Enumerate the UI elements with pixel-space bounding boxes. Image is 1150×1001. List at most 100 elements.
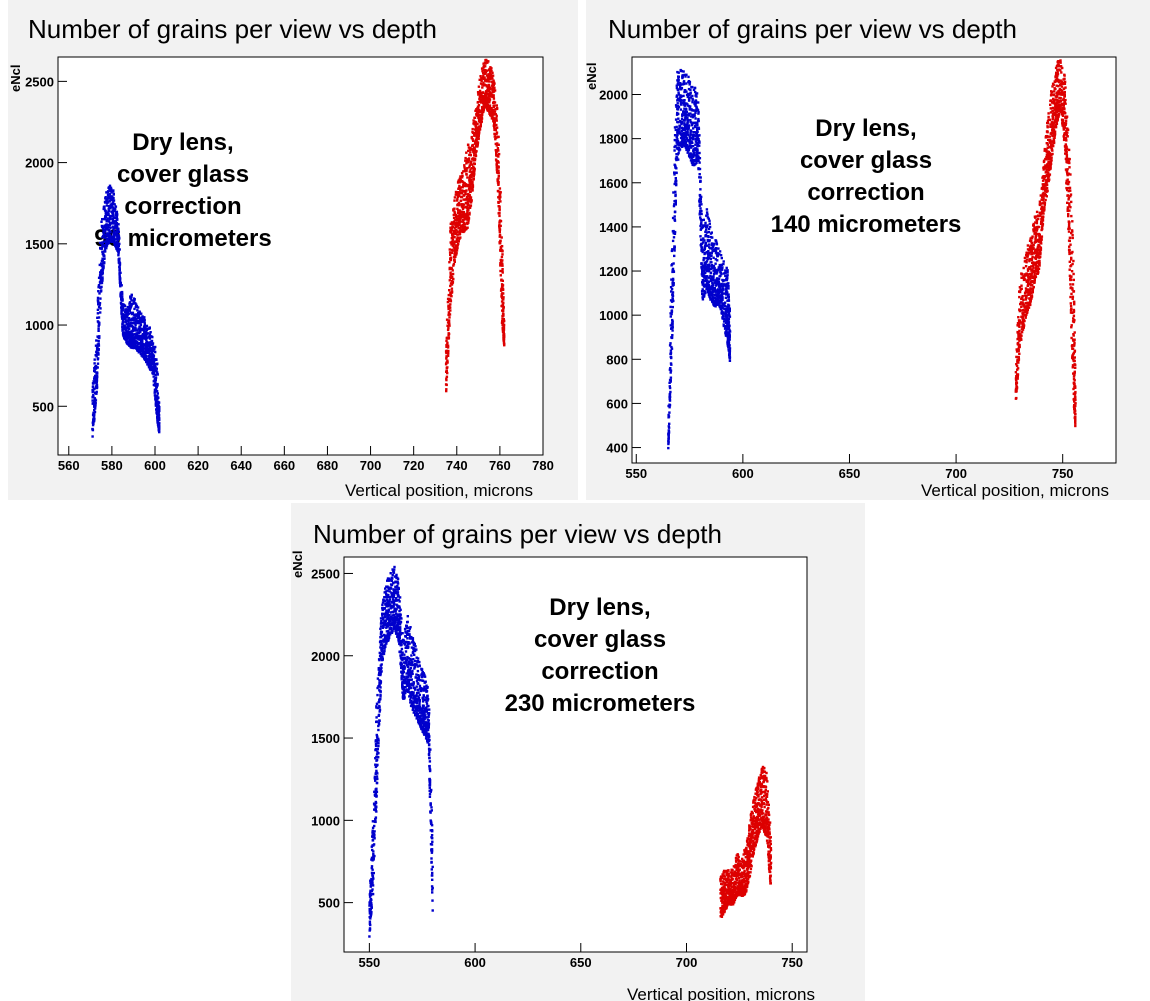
scatter-point [449, 291, 452, 294]
scatter-point [728, 359, 732, 362]
scatter-point [143, 318, 146, 321]
scatter-point [119, 285, 122, 288]
scatter-point [1015, 379, 1018, 382]
scatter-point [686, 104, 689, 107]
scatter-point [675, 86, 679, 90]
scatter-point [466, 167, 469, 170]
scatter-point [489, 73, 493, 76]
scatter-point [458, 194, 461, 198]
scatter-point [700, 290, 704, 293]
scatter-point [105, 244, 108, 247]
scatter-point [671, 279, 675, 282]
scatter-point [1049, 99, 1052, 103]
scatter-point [669, 315, 672, 318]
scatter-point [138, 317, 142, 320]
scatter-point [454, 246, 457, 250]
scatter-point [147, 343, 151, 347]
scatter-point [99, 277, 103, 280]
scatter-point [686, 149, 690, 152]
scatter-point [497, 155, 500, 158]
scatter-point [112, 229, 115, 232]
scatter-point [1049, 143, 1053, 146]
scatter-point [136, 345, 139, 348]
scatter-point [127, 336, 130, 339]
scatter-point [495, 126, 499, 129]
scatter-point [493, 125, 496, 128]
scatter-point [702, 280, 705, 283]
x-tick-label: 700 [360, 458, 382, 473]
scatter-point [493, 128, 496, 132]
scatter-point [115, 216, 119, 219]
scatter-point [497, 152, 501, 156]
scatter-series-2 [1014, 59, 1077, 428]
scatter-point [101, 244, 104, 248]
scatter-point [1041, 207, 1044, 210]
scatter-point [482, 62, 485, 65]
scatter-point [1047, 175, 1050, 179]
scatter-point [701, 298, 705, 301]
scatter-point [155, 385, 158, 389]
scatter-point [670, 287, 674, 291]
scatter-point [681, 76, 684, 80]
scatter-point [488, 71, 492, 74]
scatter-point [727, 349, 731, 352]
scatter-point [667, 426, 671, 429]
scatter-point [452, 230, 455, 233]
scatter-point [685, 144, 688, 147]
scatter-point [118, 275, 121, 278]
scatter-point [452, 246, 456, 249]
scatter-point [705, 257, 708, 260]
scatter-point [1020, 287, 1023, 290]
scatter-point [476, 110, 479, 113]
scatter-point [677, 112, 680, 116]
scatter-point [1030, 252, 1034, 256]
scatter-point [1053, 133, 1057, 136]
scatter-point [488, 104, 492, 107]
scatter-point [1026, 288, 1029, 291]
scatter-point [699, 223, 703, 226]
scatter-point [1038, 248, 1041, 252]
scatter-point [1026, 248, 1030, 251]
scatter-point [463, 223, 467, 226]
scatter-point [146, 360, 150, 363]
scatter-point [689, 119, 692, 122]
scatter-point [1034, 231, 1037, 234]
scatter-point [690, 130, 693, 133]
scatter-point [468, 170, 471, 173]
scatter-point [701, 226, 705, 229]
scatter-point [148, 326, 151, 329]
scatter-point [457, 233, 460, 236]
scatter-point [467, 221, 470, 224]
scatter-point [712, 272, 716, 276]
scatter-point [671, 267, 675, 271]
scatter-point [94, 406, 97, 409]
scatter-point [105, 247, 108, 250]
scatter-point [1028, 278, 1032, 281]
scatter-point [499, 224, 502, 228]
scatter-point [469, 154, 472, 157]
scatter-point [489, 66, 492, 69]
scatter-point [474, 121, 478, 124]
scatter-point [93, 391, 97, 395]
scatter-point [703, 224, 706, 228]
scatter-point [444, 363, 448, 366]
scatter-point [1036, 261, 1040, 264]
y-tick-label: 2000 [25, 156, 54, 171]
scatter-point [99, 241, 102, 245]
scatter-point [670, 278, 673, 281]
scatter-point [697, 139, 700, 143]
scatter-point [451, 281, 455, 284]
scatter-point [668, 368, 672, 371]
scatter-point [502, 307, 505, 311]
scatter-point [705, 231, 709, 234]
scatter-point [458, 218, 461, 222]
scatter-point [1020, 331, 1024, 334]
scatter-point [694, 159, 697, 163]
scatter-point [693, 114, 696, 118]
scatter-point [137, 312, 140, 315]
scatter-point [1034, 221, 1037, 224]
scatter-point [500, 245, 504, 248]
scatter-point [119, 271, 122, 274]
scatter-point [667, 435, 670, 438]
scatter-point [1024, 287, 1028, 290]
